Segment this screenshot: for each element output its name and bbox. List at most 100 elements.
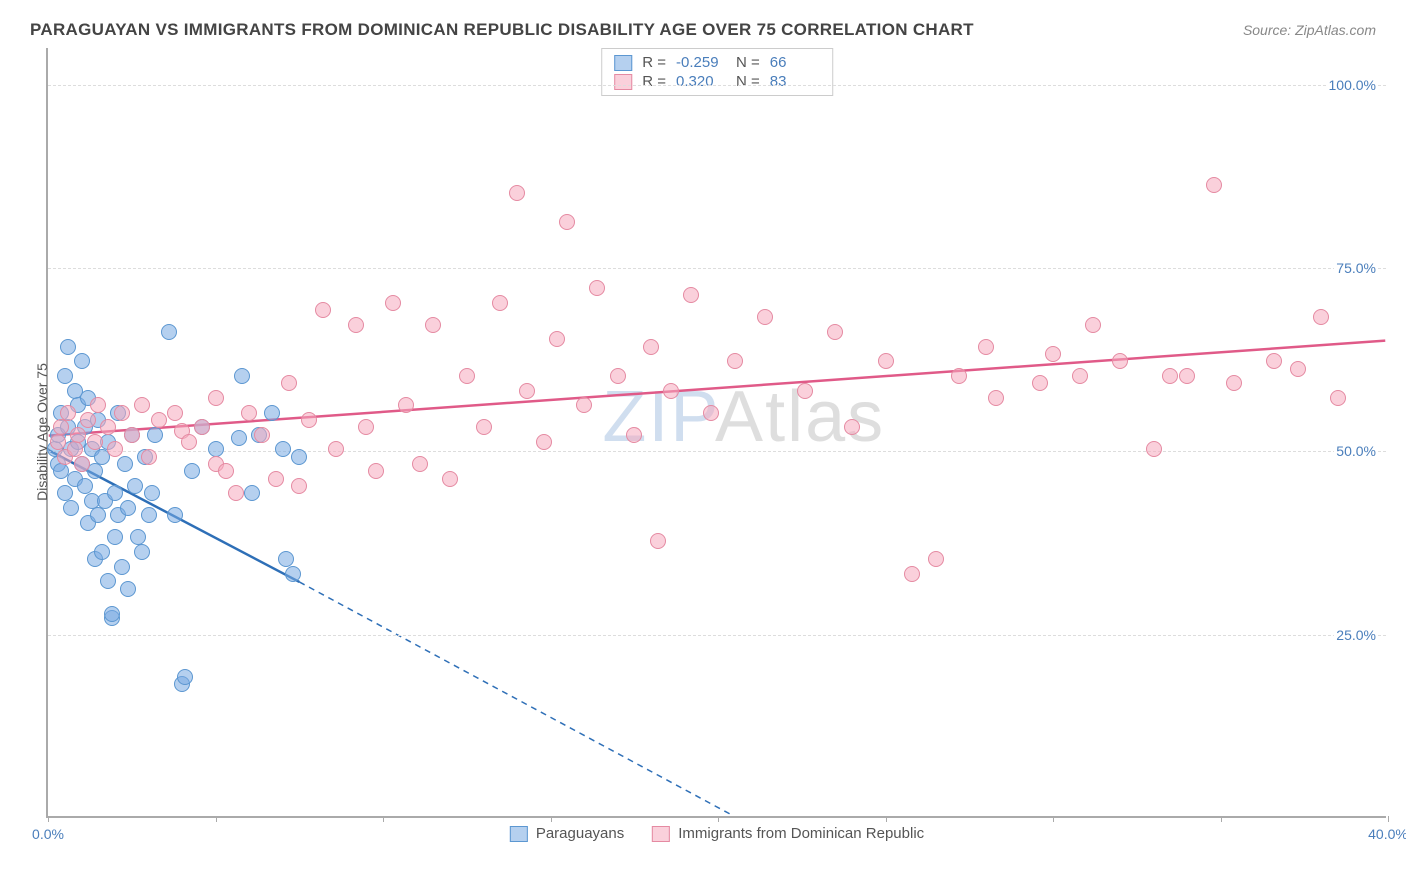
point-series-b — [151, 412, 167, 428]
point-series-b — [124, 427, 140, 443]
point-series-b — [90, 397, 106, 413]
x-tick-label: 40.0% — [1368, 826, 1406, 842]
point-series-b — [100, 419, 116, 435]
point-series-b — [141, 449, 157, 465]
point-series-b — [878, 353, 894, 369]
point-series-a — [120, 581, 136, 597]
point-series-b — [268, 471, 284, 487]
r-label-a: R = — [642, 54, 666, 71]
point-series-a — [184, 463, 200, 479]
point-series-b — [218, 463, 234, 479]
point-series-b — [181, 434, 197, 450]
legend-swatch-b — [652, 826, 670, 842]
point-series-b — [492, 295, 508, 311]
r-value-a: -0.259 — [676, 54, 726, 71]
stats-row-b: R = 0.320 N = 83 — [614, 72, 820, 91]
y-tick-label: 25.0% — [1334, 627, 1378, 643]
x-tick — [383, 816, 384, 822]
x-tick — [886, 816, 887, 822]
x-tick — [1388, 816, 1389, 822]
point-series-b — [425, 317, 441, 333]
point-series-b — [683, 287, 699, 303]
point-series-a — [63, 500, 79, 516]
swatch-series-a — [614, 55, 632, 71]
point-series-b — [610, 368, 626, 384]
point-series-b — [281, 375, 297, 391]
point-series-b — [348, 317, 364, 333]
point-series-b — [589, 280, 605, 296]
point-series-b — [208, 390, 224, 406]
plot-area: Disability Age Over 75 ZIPAtlas R = -0.2… — [46, 48, 1386, 818]
stats-box: R = -0.259 N = 66 R = 0.320 N = 83 — [601, 48, 833, 96]
point-series-a — [141, 507, 157, 523]
point-series-b — [1179, 368, 1195, 384]
point-series-b — [650, 533, 666, 549]
point-series-a — [291, 449, 307, 465]
swatch-series-b — [614, 74, 632, 90]
y-tick-label: 75.0% — [1334, 260, 1378, 276]
x-tick-label: 0.0% — [32, 826, 64, 842]
point-series-a — [134, 544, 150, 560]
watermark: ZIPAtlas — [602, 376, 885, 458]
point-series-a — [147, 427, 163, 443]
point-series-b — [385, 295, 401, 311]
point-series-b — [988, 390, 1004, 406]
gridline-y — [48, 268, 1386, 269]
trend-line — [49, 341, 1386, 436]
point-series-a — [144, 485, 160, 501]
point-series-b — [50, 434, 66, 450]
point-series-a — [104, 606, 120, 622]
point-series-b — [1266, 353, 1282, 369]
chart-container: PARAGUAYAN VS IMMIGRANTS FROM DOMINICAN … — [20, 20, 1386, 872]
point-series-b — [1330, 390, 1346, 406]
point-series-a — [57, 485, 73, 501]
point-series-b — [727, 353, 743, 369]
point-series-b — [559, 214, 575, 230]
point-series-b — [827, 324, 843, 340]
point-series-b — [1032, 375, 1048, 391]
point-series-b — [107, 441, 123, 457]
point-series-b — [549, 331, 565, 347]
n-label-a: N = — [736, 54, 760, 71]
point-series-b — [70, 427, 86, 443]
point-series-b — [1206, 177, 1222, 193]
stats-row-a: R = -0.259 N = 66 — [614, 53, 820, 72]
point-series-a — [60, 339, 76, 355]
point-series-b — [114, 405, 130, 421]
point-series-a — [208, 441, 224, 457]
point-series-a — [94, 544, 110, 560]
x-tick — [718, 816, 719, 822]
point-series-b — [519, 383, 535, 399]
point-series-b — [1226, 375, 1242, 391]
point-series-a — [77, 478, 93, 494]
point-series-a — [57, 368, 73, 384]
point-series-a — [275, 441, 291, 457]
point-series-b — [978, 339, 994, 355]
gridline-y — [48, 85, 1386, 86]
point-series-b — [228, 485, 244, 501]
point-series-b — [67, 441, 83, 457]
legend-item-a: Paraguayans — [510, 825, 624, 842]
point-series-a — [234, 368, 250, 384]
point-series-b — [291, 478, 307, 494]
point-series-b — [301, 412, 317, 428]
point-series-a — [127, 478, 143, 494]
legend-swatch-a — [510, 826, 528, 842]
point-series-b — [904, 566, 920, 582]
point-series-a — [90, 507, 106, 523]
point-series-b — [60, 405, 76, 421]
point-series-a — [100, 573, 116, 589]
point-series-b — [167, 405, 183, 421]
point-series-b — [1290, 361, 1306, 377]
point-series-a — [177, 669, 193, 685]
y-axis-title: Disability Age Over 75 — [34, 363, 50, 501]
point-series-b — [358, 419, 374, 435]
gridline-y — [48, 635, 1386, 636]
legend-label-a: Paraguayans — [536, 825, 624, 842]
point-series-b — [74, 456, 90, 472]
point-series-b — [703, 405, 719, 421]
point-series-a — [120, 500, 136, 516]
point-series-b — [134, 397, 150, 413]
point-series-a — [231, 430, 247, 446]
point-series-a — [285, 566, 301, 582]
